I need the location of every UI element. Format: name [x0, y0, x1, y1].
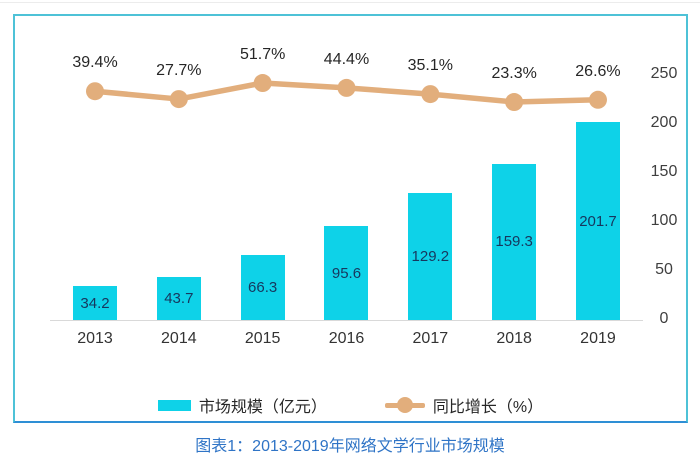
legend-item-market-scale: 市场规模（亿元） — [157, 393, 327, 417]
line-series-marker-icon — [384, 397, 425, 413]
x-axis-line — [50, 320, 643, 321]
bar-series-swatch-icon — [157, 399, 191, 411]
legend: 市场规模（亿元） 同比增长（%） — [15, 393, 686, 417]
chart-panel — [13, 14, 688, 423]
legend-label-growth: 同比增长（%） — [432, 399, 544, 416]
legend-item-growth: 同比增长（%） — [384, 393, 544, 417]
top-divider-line — [0, 2, 700, 3]
legend-label-market-scale: 市场规模（亿元） — [198, 399, 327, 416]
figure-caption: 图表1：2013-2019年网络文学行业市场规模 — [195, 438, 505, 455]
